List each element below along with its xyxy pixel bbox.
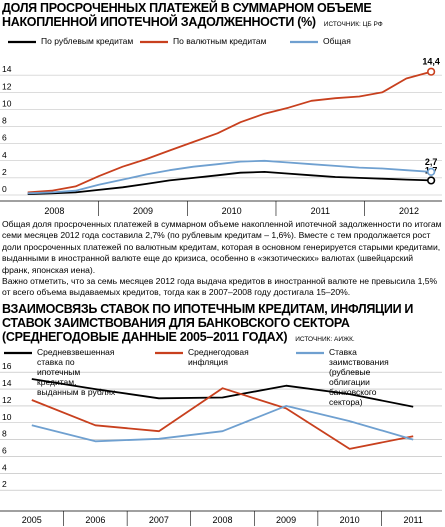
x-tick-label: 2005 bbox=[22, 515, 42, 525]
series-line bbox=[31, 378, 414, 408]
y-tick-label: 10 bbox=[2, 98, 12, 108]
y-tick-label: 8 bbox=[2, 429, 7, 439]
y-tick-label: 4 bbox=[2, 150, 7, 160]
y-tick-label: 10 bbox=[2, 412, 12, 422]
chart-title: ДОЛЯ ПРОСРОЧЕННЫХ ПЛАТЕЖЕЙ В СУММАРНОМ О… bbox=[2, 1, 372, 29]
end-marker bbox=[427, 176, 436, 185]
x-tick-label: 2008 bbox=[44, 206, 64, 216]
x-tick-label: 2008 bbox=[212, 515, 232, 525]
y-tick-label: 12 bbox=[2, 395, 12, 405]
y-tick-label: 8 bbox=[2, 116, 7, 126]
paragraph: Важно отметить, что за семь месяцев 2012… bbox=[2, 276, 438, 298]
x-tick-label: 2012 bbox=[399, 206, 419, 216]
paragraph: Общая доля просроченных платежей в сумма… bbox=[2, 219, 442, 275]
chart-title-block: ВЗАИМОСВЯЗЬ СТАВОК ПО ИПОТЕЧНЫМ КРЕДИТАМ… bbox=[2, 302, 440, 347]
y-tick-label: 6 bbox=[2, 133, 7, 143]
x-tick-label: 2007 bbox=[149, 515, 169, 525]
value-label: 14,4 bbox=[422, 57, 440, 67]
end-marker bbox=[427, 67, 436, 76]
x-tick-label: 2011 bbox=[311, 206, 330, 216]
y-tick-label: 4 bbox=[2, 462, 7, 472]
x-tick-label: 2009 bbox=[133, 206, 153, 216]
value-label: 2,7 bbox=[425, 157, 438, 167]
y-tick-label: 2 bbox=[2, 479, 7, 489]
y-tick-label: 0 bbox=[2, 184, 7, 194]
y-tick-label: 16 bbox=[2, 361, 12, 371]
x-tick-label: 2011 bbox=[404, 515, 423, 525]
series-line bbox=[27, 159, 432, 195]
legend-label: По рублевым кредитам bbox=[41, 36, 134, 46]
legend-label: Средневзвешенная ставка по ипотечным кре… bbox=[37, 347, 116, 397]
series-line bbox=[31, 387, 414, 450]
y-tick-label: 12 bbox=[2, 81, 12, 91]
y-tick-label: 6 bbox=[2, 445, 7, 455]
chart-title-block: ДОЛЯ ПРОСРОЧЕННЫХ ПЛАТЕЖЕЙ В СУММАРНОМ О… bbox=[2, 1, 440, 32]
legend-label: По валютным кредитам bbox=[173, 36, 267, 46]
x-tick-label: 2009 bbox=[276, 515, 296, 525]
legend-label: Ставка заимствования (рублевые облигации… bbox=[329, 347, 389, 407]
legend-label: Среднегодовая инфляция bbox=[188, 347, 249, 367]
article: Общая доля просроченных платежей в сумма… bbox=[2, 219, 442, 299]
x-tick-label: 2010 bbox=[340, 515, 360, 525]
end-marker bbox=[427, 167, 436, 176]
series-line bbox=[31, 405, 414, 443]
x-tick-label: 2006 bbox=[85, 515, 105, 525]
chart-title: ВЗАИМОСВЯЗЬ СТАВОК ПО ИПОТЕЧНЫМ КРЕДИТАМ… bbox=[2, 302, 414, 344]
series-line bbox=[27, 70, 432, 194]
source: ИСТОЧНИК: АИЖК. bbox=[295, 336, 355, 343]
y-tick-label: 2 bbox=[2, 167, 7, 177]
y-tick-label: 14 bbox=[2, 378, 12, 388]
source: ИСТОЧНИК: ЦБ РФ bbox=[323, 21, 383, 28]
series-line bbox=[27, 171, 432, 195]
legend-label: Общая bbox=[323, 36, 351, 46]
y-tick-label: 14 bbox=[2, 64, 12, 74]
x-tick-label: 2010 bbox=[222, 206, 242, 216]
